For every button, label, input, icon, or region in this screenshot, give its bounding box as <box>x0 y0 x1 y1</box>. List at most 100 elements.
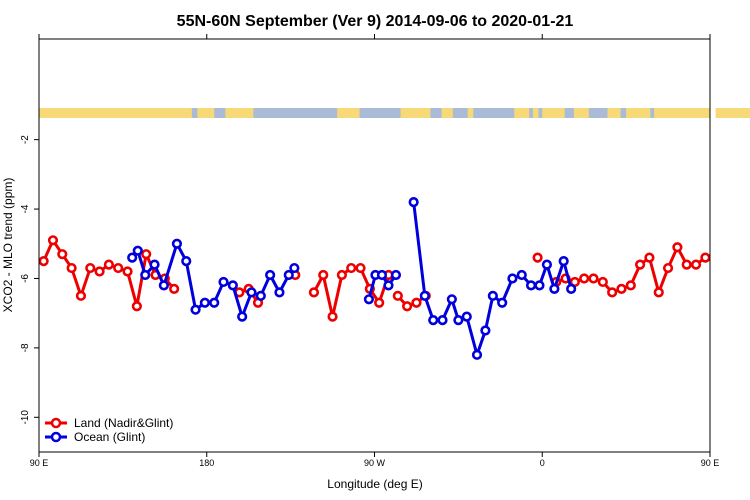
legend-label-ocean: Ocean (Glint) <box>74 430 145 444</box>
y-tick-label: -8 <box>20 343 31 352</box>
data-point-ocean <box>140 269 151 281</box>
data-point-ocean <box>237 311 248 322</box>
data-point-ocean <box>428 315 439 326</box>
data-point-ocean <box>558 256 569 267</box>
map-land-patch <box>400 108 431 118</box>
data-point-ocean <box>566 283 577 294</box>
data-point-ocean <box>255 290 266 301</box>
map-land-patch <box>441 108 453 118</box>
data-point-ocean <box>283 269 294 281</box>
map-land-patch <box>467 108 474 118</box>
x-tick-label: 180 <box>199 458 214 468</box>
y-tick-label: -10 <box>20 410 31 425</box>
map-land-patch <box>715 108 750 118</box>
data-point-ocean <box>507 273 518 284</box>
map-land-patch <box>532 108 539 118</box>
data-point-land <box>635 259 646 270</box>
data-point-land <box>672 242 683 253</box>
data-point-ocean <box>190 304 201 315</box>
map-land-patch <box>607 108 621 118</box>
x-tick-label: 90 W <box>364 458 386 468</box>
legend: Land (Nadir&Glint) Ocean (Glint) <box>45 416 173 444</box>
x-tick-label: 90 E <box>701 458 720 468</box>
data-point-land <box>336 269 347 281</box>
series-land <box>39 235 747 322</box>
series-ocean <box>127 197 577 360</box>
map-land-patch <box>626 108 651 118</box>
x-tick-label: 90 E <box>30 458 49 468</box>
map-land-patch <box>514 108 530 118</box>
data-point-land <box>644 252 655 263</box>
series-layer <box>39 197 747 360</box>
legend-label-land: Land (Nadir&Glint) <box>74 416 173 430</box>
map-ocean-band <box>39 108 710 118</box>
data-point-land <box>597 276 608 288</box>
data-point-ocean <box>246 287 257 298</box>
data-point-land <box>720 236 728 244</box>
data-point-land <box>66 262 77 274</box>
data-point-land <box>690 259 702 270</box>
data-point-ocean <box>487 290 498 301</box>
map-land-patch <box>542 108 565 118</box>
map-land-patch <box>39 108 192 118</box>
data-point-ocean <box>274 287 285 298</box>
data-point-land <box>588 273 599 284</box>
data-point-land <box>103 259 114 270</box>
data-point-ocean <box>419 290 430 301</box>
data-point-ocean <box>497 297 508 308</box>
data-point-land <box>579 273 590 284</box>
data-point-ocean <box>383 280 394 291</box>
data-point-ocean <box>376 269 388 281</box>
data-point-land <box>355 262 366 274</box>
data-point-land <box>700 252 710 263</box>
map-land-patch <box>337 108 360 118</box>
data-point-land <box>709 259 710 264</box>
data-point-ocean <box>453 315 464 326</box>
y-tick-label: -4 <box>20 204 31 213</box>
data-point-land <box>739 264 747 272</box>
map-land-patch <box>654 108 710 118</box>
data-point-land <box>75 290 87 301</box>
data-point-land <box>57 249 68 260</box>
x-axis-label: Longitude (deg E) <box>327 477 422 491</box>
data-point-ocean <box>171 238 183 249</box>
data-point-land <box>616 283 627 294</box>
data-point-ocean <box>534 280 545 291</box>
data-point-land <box>402 301 413 312</box>
data-point-ocean <box>227 280 238 291</box>
y-axis-label: XCO2 - MLO trend (ppm) <box>1 178 15 313</box>
data-point-land <box>346 262 357 274</box>
data-point-ocean <box>525 280 537 291</box>
data-point-land <box>39 256 49 267</box>
data-point-ocean <box>549 283 560 294</box>
data-point-ocean <box>127 252 138 263</box>
data-point-ocean <box>480 325 491 336</box>
data-point-land <box>607 287 618 298</box>
data-point-ocean <box>265 269 276 281</box>
data-point-land <box>169 283 180 294</box>
data-point-land <box>113 262 124 274</box>
data-point-land <box>308 287 320 298</box>
y-tick-label: -6 <box>20 274 31 283</box>
world-map-strip <box>39 108 750 118</box>
data-point-land <box>392 290 403 301</box>
data-point-land <box>729 250 737 258</box>
data-point-ocean <box>363 294 375 305</box>
series-line-land <box>555 245 710 294</box>
data-point-ocean <box>516 269 527 281</box>
data-point-land <box>141 249 152 260</box>
legend-marker-land <box>50 417 62 429</box>
data-point-land <box>47 235 59 246</box>
data-point-land <box>653 287 664 298</box>
data-point-land <box>374 297 385 308</box>
plot-frame <box>38 38 711 453</box>
map-land-patch <box>225 108 254 118</box>
data-point-ocean <box>471 349 483 360</box>
data-point-ocean <box>209 297 220 308</box>
map-land-patch <box>573 108 589 118</box>
x-tick-label: 0 <box>540 458 545 468</box>
legend-marker-ocean <box>50 431 62 443</box>
data-point-land <box>85 262 96 274</box>
data-point-land <box>122 266 133 277</box>
